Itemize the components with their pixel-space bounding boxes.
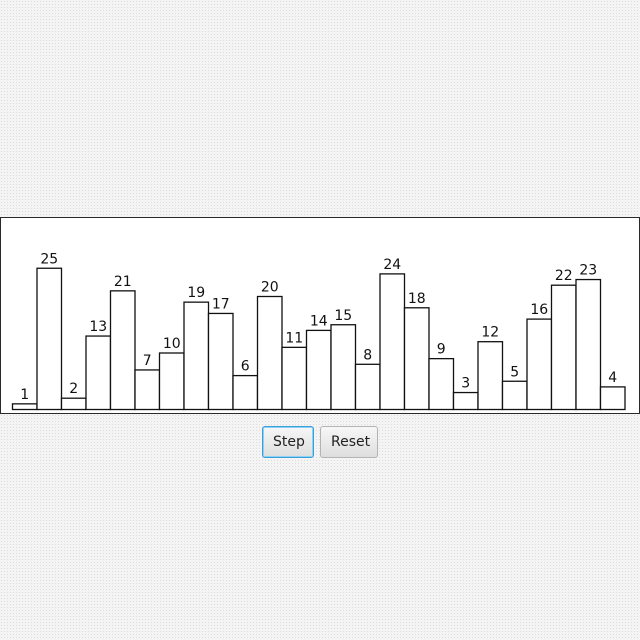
bar-8 xyxy=(183,301,210,411)
bar-11 xyxy=(256,295,283,411)
bar-label-20: 12 xyxy=(481,325,499,341)
bar-label-14: 15 xyxy=(334,308,352,324)
bar-label-2: 25 xyxy=(40,251,58,267)
bar-5 xyxy=(109,290,136,411)
bar-22 xyxy=(526,318,553,411)
bar-label-24: 23 xyxy=(579,263,597,279)
bar-3 xyxy=(60,397,87,411)
bar-14 xyxy=(330,324,357,411)
bar-6 xyxy=(134,369,161,411)
bar-label-16: 24 xyxy=(383,257,401,273)
bar-label-17: 18 xyxy=(408,291,426,307)
reset-button[interactable]: Reset xyxy=(320,426,378,458)
bar-label-8: 19 xyxy=(187,285,205,301)
bar-label-11: 20 xyxy=(261,280,279,296)
bar-label-9: 17 xyxy=(212,296,230,312)
step-button[interactable]: Step xyxy=(262,426,314,458)
bar-label-13: 14 xyxy=(310,313,328,329)
bar-label-3: 2 xyxy=(69,381,78,397)
bar-label-5: 21 xyxy=(114,274,132,290)
bar-label-15: 8 xyxy=(363,347,372,363)
bar-7 xyxy=(158,352,185,411)
bar-13 xyxy=(305,329,332,411)
bar-label-21: 5 xyxy=(510,364,519,380)
bar-label-12: 11 xyxy=(285,330,303,346)
bar-12 xyxy=(281,346,308,411)
bar-15 xyxy=(354,363,381,411)
bar-9 xyxy=(207,312,234,411)
bar-16 xyxy=(379,273,406,411)
bar-21 xyxy=(501,380,528,411)
bar-17 xyxy=(403,307,430,411)
controls-bar: Step Reset xyxy=(0,426,640,458)
bar-25 xyxy=(599,386,626,411)
bar-label-10: 6 xyxy=(241,359,250,375)
bar-label-25: 4 xyxy=(608,370,617,386)
bar-10 xyxy=(232,374,259,411)
bar-2 xyxy=(36,267,63,411)
bar-label-19: 3 xyxy=(461,376,470,392)
bar-label-7: 10 xyxy=(163,336,181,352)
bar-23 xyxy=(550,284,577,411)
bar-label-4: 13 xyxy=(89,319,107,335)
bar-19 xyxy=(452,391,479,411)
bar-label-23: 22 xyxy=(555,268,573,284)
bar-label-1: 1 xyxy=(20,387,29,403)
bar-label-6: 7 xyxy=(143,353,152,369)
bar-18 xyxy=(428,357,455,411)
bar-20 xyxy=(477,341,504,411)
bar-24 xyxy=(575,278,602,411)
bar-label-22: 16 xyxy=(530,302,548,318)
bar-1 xyxy=(11,403,38,411)
bar-label-18: 9 xyxy=(437,342,446,358)
bar-4 xyxy=(85,335,112,411)
